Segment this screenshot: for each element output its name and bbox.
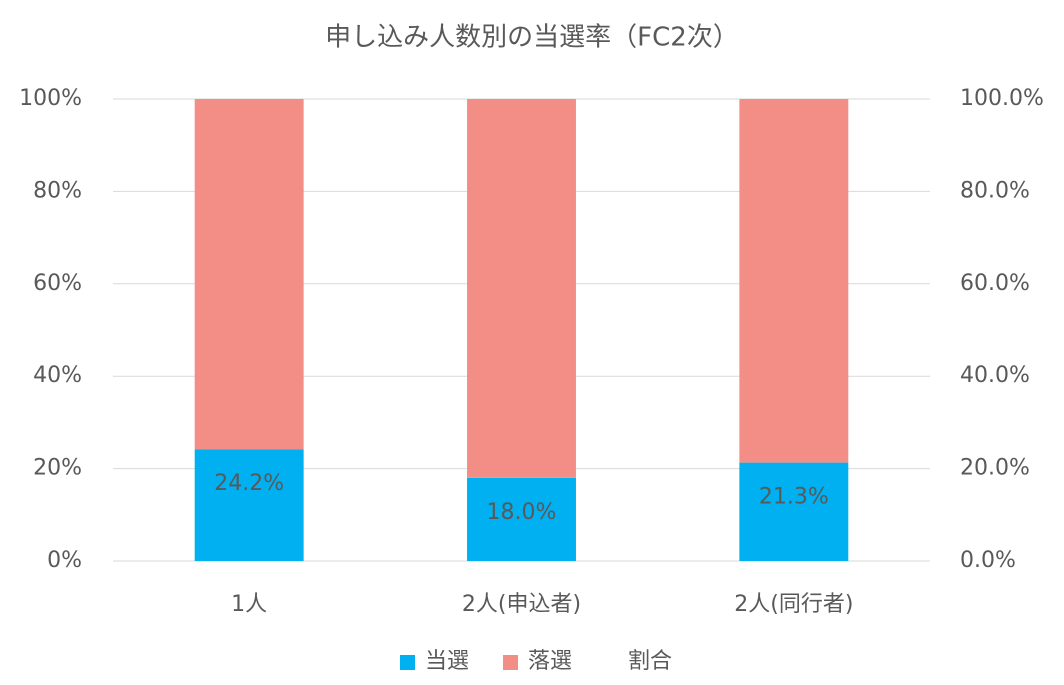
x-tick-label: 1人 xyxy=(231,592,267,617)
legend-label: 落選 xyxy=(528,649,572,674)
bar-segment xyxy=(739,462,849,561)
y2-tick-label: 0.0% xyxy=(960,548,1016,573)
data-label: 21.3% xyxy=(759,485,829,510)
legend-swatch xyxy=(503,655,518,670)
y-tick-label: 60% xyxy=(33,271,82,296)
data-label: 24.2% xyxy=(214,471,284,496)
legend-swatch xyxy=(400,655,415,670)
y-tick-label: 20% xyxy=(33,456,82,481)
x-tick-label: 2人(同行者) xyxy=(734,592,853,617)
y2-tick-label: 60.0% xyxy=(960,271,1030,296)
bar-segment xyxy=(194,99,304,450)
bar-segment xyxy=(194,449,304,561)
y-tick-label: 100% xyxy=(19,86,82,111)
y2-tick-label: 40.0% xyxy=(960,363,1030,388)
y-tick-label: 0% xyxy=(47,548,82,573)
y-tick-label: 40% xyxy=(33,363,82,388)
bar-segment xyxy=(739,99,849,463)
bar-segment xyxy=(467,477,576,561)
bar-segment xyxy=(467,99,576,478)
y2-tick-label: 20.0% xyxy=(960,456,1030,481)
legend-label: 割合 xyxy=(628,649,672,674)
chart-title: 申し込み人数別の当選率（FC2次） xyxy=(325,23,739,53)
data-label: 18.0% xyxy=(487,500,557,525)
x-tick-label: 2人(申込者) xyxy=(462,592,581,617)
y2-tick-label: 100.0% xyxy=(960,86,1044,111)
legend-label: 当選 xyxy=(425,649,469,674)
y-tick-label: 80% xyxy=(33,178,82,203)
y2-tick-label: 80.0% xyxy=(960,178,1030,203)
